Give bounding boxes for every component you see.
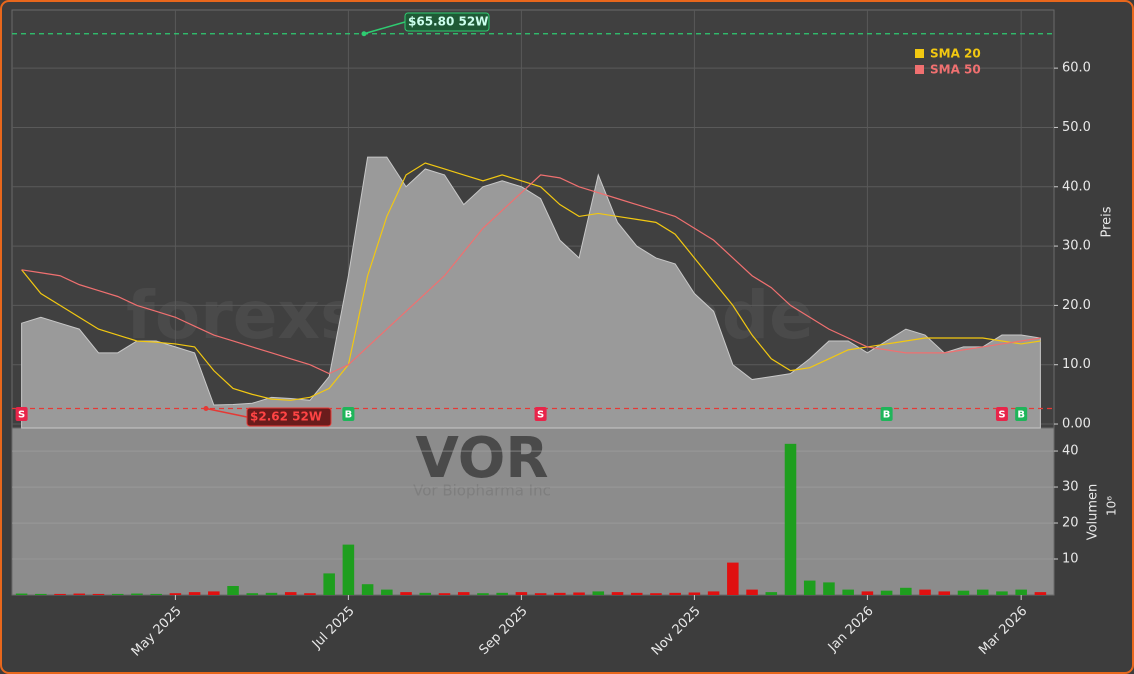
y-tick-label: 60.0 [1062, 61, 1091, 76]
y-axis-label: Volumen [1086, 484, 1101, 541]
volume-bar [861, 591, 874, 595]
volume-bar [746, 589, 758, 595]
volume-bar [15, 593, 28, 595]
volume-bar [669, 592, 681, 595]
volume-bar [54, 593, 66, 595]
volume-bar [938, 591, 951, 595]
volume-bar [630, 592, 643, 595]
volume-bar [208, 591, 220, 595]
y-tick-label: 20.0 [1062, 298, 1091, 313]
volume-bar [265, 592, 278, 595]
y-tick-label: 30 [1062, 480, 1079, 495]
volume-bar [496, 592, 508, 595]
volume-bar [111, 593, 124, 595]
volume-bar [92, 593, 105, 595]
volume-bar [880, 590, 893, 595]
arrow-head [361, 31, 367, 37]
volume-bar [823, 582, 835, 595]
volume-bar [707, 591, 720, 595]
volume-bar [477, 593, 489, 595]
volume-bar [438, 593, 451, 595]
volume-bar [803, 580, 816, 595]
volume-bar [419, 592, 432, 595]
y-tick-label: 40 [1062, 444, 1079, 459]
annotation-arrow [363, 21, 406, 35]
volume-bar [554, 592, 566, 595]
volume-bar [342, 544, 355, 595]
annotation-arrow [205, 407, 248, 418]
signal-label: S [998, 410, 1005, 421]
signal-label: S [18, 410, 25, 421]
volume-bar [304, 593, 316, 595]
scale-label: 10⁶ [1105, 496, 1119, 516]
legend-swatch [915, 49, 924, 58]
y-tick-label: 10 [1062, 552, 1079, 567]
volume-bar [1034, 592, 1047, 595]
volume-bar [1015, 589, 1027, 595]
legend-swatch [915, 65, 924, 74]
y-tick-label: 0.00 [1062, 417, 1091, 432]
sma-line [21, 174, 1041, 375]
volume-bar [996, 591, 1008, 595]
volume-bar [592, 591, 605, 595]
volume-bar [457, 592, 470, 595]
annotation-label: $2.62 52W [250, 410, 322, 424]
signal-marker [995, 407, 1008, 421]
y-tick-label: 50.0 [1062, 120, 1091, 135]
signal-marker [880, 407, 893, 421]
volume-bar [611, 592, 624, 595]
volume-bar [842, 589, 854, 595]
volume-bar [323, 573, 335, 595]
volume-bar [765, 592, 778, 595]
volume-bar [131, 593, 143, 595]
volume-bar [573, 592, 585, 595]
signal-label: B [883, 410, 891, 421]
watermark-company: Vor Biopharma Inc [413, 482, 551, 500]
y-tick-label: 30.0 [1062, 239, 1091, 254]
signal-marker [15, 407, 28, 421]
volume-bar [976, 589, 989, 595]
watermark-symbol: VOR [415, 426, 548, 491]
volume-bar [400, 592, 412, 595]
volume-bar [284, 592, 297, 595]
annotation-label: $65.80 52W [408, 15, 488, 29]
arrow-head [203, 405, 209, 411]
volume-bar [188, 592, 201, 595]
volume-bar [169, 593, 182, 595]
volume-bar [957, 590, 970, 595]
price-area [21, 156, 1041, 429]
volume-bar [35, 593, 47, 595]
volume-bar [227, 586, 239, 595]
volume-bar [650, 593, 662, 595]
y-tick-label: 10.0 [1062, 357, 1091, 372]
legend-label: SMA 20 [930, 47, 981, 61]
volume-bar [361, 584, 374, 595]
volume-bar [515, 592, 528, 595]
signal-marker [534, 407, 547, 421]
y-axis-label: Preis [1100, 206, 1115, 237]
signal-label: B [1017, 410, 1025, 421]
volume-bar [727, 562, 739, 595]
signal-label: B [345, 410, 353, 421]
legend-label: SMA 50 [930, 63, 981, 77]
volume-bar [150, 593, 162, 595]
volume-bar [534, 593, 547, 595]
volume-bar [688, 592, 701, 595]
volume-bar [919, 589, 931, 595]
signal-marker [342, 407, 355, 421]
volume-bar [900, 587, 912, 595]
signal-label: S [537, 410, 544, 421]
signal-marker [1015, 407, 1028, 421]
volume-bar [784, 443, 797, 595]
y-tick-label: 20 [1062, 516, 1079, 531]
volume-bar [73, 593, 86, 595]
volume-bar [246, 593, 259, 595]
y-tick-label: 40.0 [1062, 179, 1091, 194]
volume-bar [381, 589, 393, 595]
